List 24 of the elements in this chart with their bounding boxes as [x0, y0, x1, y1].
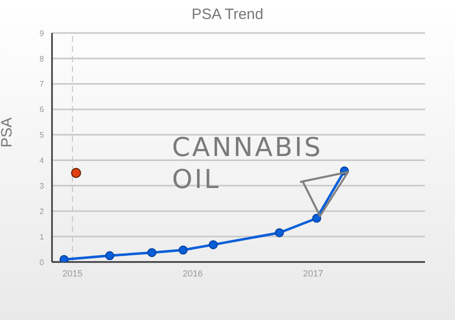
y-tick-label: 7	[40, 80, 45, 89]
y-tick-label: 9	[40, 28, 45, 38]
y-tick-label: 0	[40, 258, 45, 267]
annotation: CANNABIS OIL	[172, 132, 324, 196]
y-tick-label: 6	[40, 105, 45, 114]
y-tick-label: 8	[40, 54, 45, 64]
point	[178, 246, 188, 255]
x-tick-label: 2017	[303, 268, 324, 278]
point	[312, 214, 322, 223]
y-tick-label: 5	[40, 130, 45, 140]
y-tick-label: 4	[40, 156, 45, 166]
chart-title: PSA Trend	[190, 6, 264, 23]
y-tick-label: 2	[40, 206, 45, 216]
point	[208, 240, 218, 250]
point	[60, 254, 69, 262]
point	[71, 168, 82, 178]
y-tick-label: 1	[40, 232, 45, 242]
point	[274, 228, 284, 238]
x-tick-label: 2015	[62, 268, 82, 278]
point	[105, 251, 114, 260]
y-tick-label: 3	[40, 182, 45, 191]
point	[147, 248, 156, 258]
x-tick-label: 2016	[182, 268, 203, 278]
y-axis-title: PSA	[0, 117, 16, 148]
